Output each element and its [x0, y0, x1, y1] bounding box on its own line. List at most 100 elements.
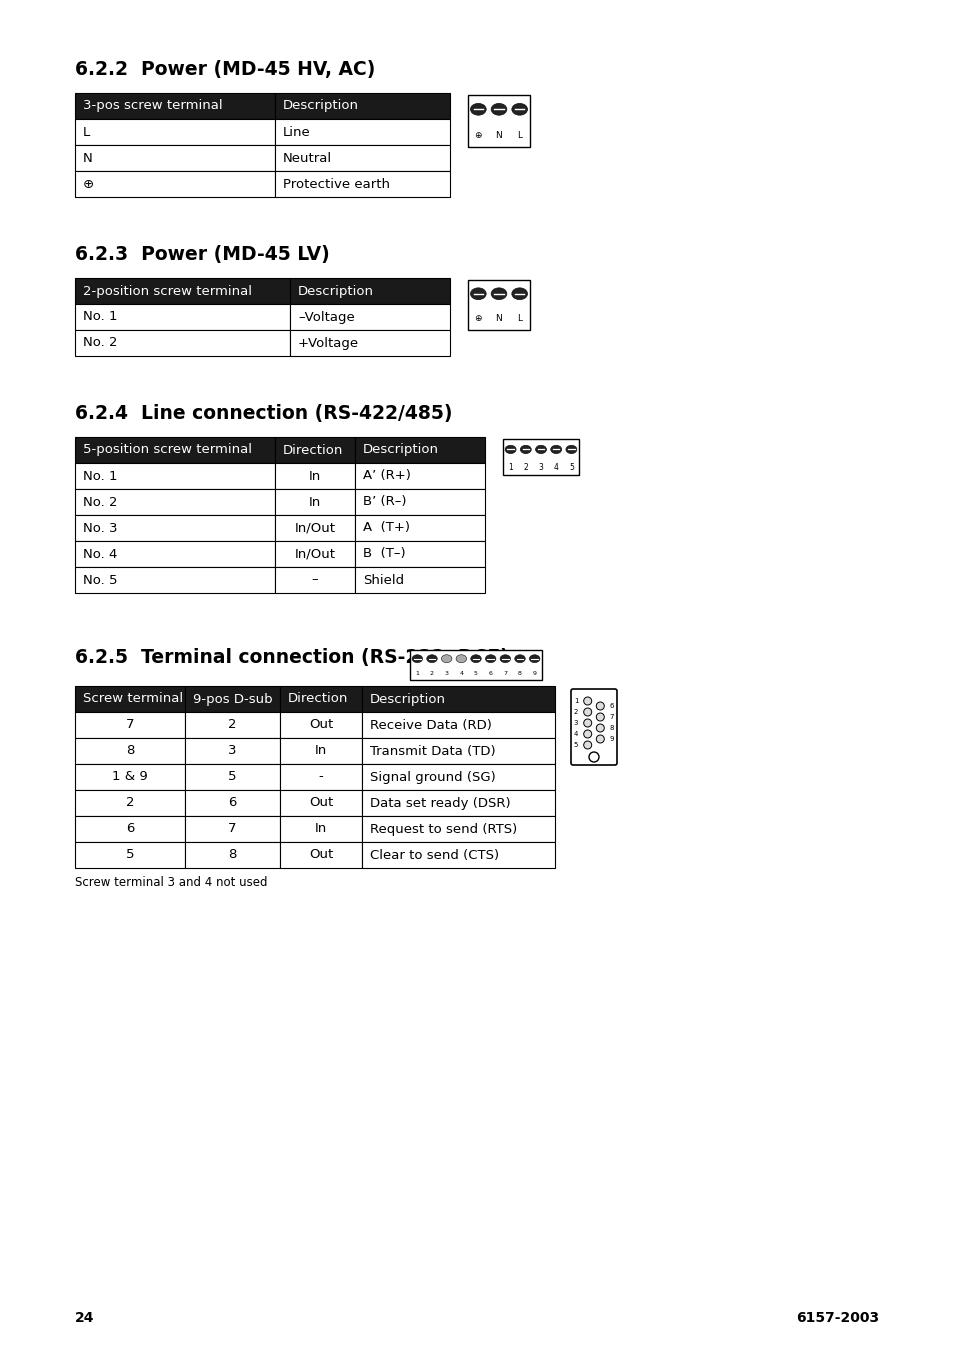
Bar [75, 567, 274, 593]
Bar [75, 764, 185, 789]
Bar [274, 93, 450, 119]
Text: Protective earth: Protective earth [283, 177, 390, 191]
Text: 2: 2 [126, 796, 134, 810]
Text: ⊕: ⊕ [83, 177, 94, 191]
Text: 4: 4 [458, 672, 463, 676]
Text: Description: Description [297, 284, 374, 298]
Text: 6.2.2  Power (MD-45 HV, AC): 6.2.2 Power (MD-45 HV, AC) [75, 60, 375, 79]
Circle shape [588, 751, 598, 762]
Circle shape [596, 735, 603, 743]
Ellipse shape [519, 445, 531, 454]
Text: Transmit Data (TD): Transmit Data (TD) [370, 745, 496, 757]
Text: 7: 7 [126, 719, 134, 731]
Bar [75, 330, 290, 356]
Bar [361, 738, 555, 764]
Text: 9: 9 [532, 672, 537, 676]
Text: 1: 1 [508, 463, 513, 473]
Bar [274, 145, 450, 171]
Bar [185, 712, 280, 738]
Text: In/Out: In/Out [294, 547, 335, 561]
Ellipse shape [485, 655, 496, 662]
Text: 3: 3 [538, 463, 543, 473]
Bar [361, 789, 555, 816]
Text: 3-pos screw terminal: 3-pos screw terminal [83, 99, 222, 112]
Bar [355, 542, 484, 567]
Bar [75, 463, 274, 489]
Bar [75, 712, 185, 738]
Text: N: N [496, 314, 502, 324]
Text: 4: 4 [553, 463, 558, 473]
Text: 4: 4 [573, 731, 578, 737]
Text: 6: 6 [488, 672, 492, 676]
Text: Data set ready (DSR): Data set ready (DSR) [370, 796, 510, 810]
Text: In: In [309, 470, 321, 482]
Text: 6.2.3  Power (MD-45 LV): 6.2.3 Power (MD-45 LV) [75, 245, 330, 264]
Circle shape [596, 724, 603, 733]
Bar [75, 171, 274, 196]
Bar [280, 764, 361, 789]
Text: –Voltage: –Voltage [297, 310, 355, 324]
Bar [75, 738, 185, 764]
Ellipse shape [511, 288, 527, 299]
Text: 7: 7 [609, 714, 614, 720]
Ellipse shape [470, 655, 480, 662]
Text: 2: 2 [228, 719, 236, 731]
Bar [361, 816, 555, 842]
Text: Screw terminal 3 and 4 not used: Screw terminal 3 and 4 not used [75, 876, 267, 890]
Ellipse shape [491, 103, 506, 115]
Circle shape [583, 719, 591, 727]
Bar [75, 437, 274, 463]
Bar [185, 816, 280, 842]
Circle shape [583, 730, 591, 738]
Text: Clear to send (CTS): Clear to send (CTS) [370, 849, 498, 861]
Bar [75, 278, 290, 305]
Text: No. 2: No. 2 [83, 496, 117, 509]
Text: 1: 1 [573, 699, 578, 704]
Ellipse shape [515, 655, 525, 662]
Text: No. 3: No. 3 [83, 521, 117, 535]
Text: No. 1: No. 1 [83, 310, 117, 324]
Text: ⊕: ⊕ [474, 314, 481, 324]
Bar [502, 439, 578, 475]
Text: 9-pos D-sub: 9-pos D-sub [193, 692, 273, 705]
Text: Out: Out [309, 719, 333, 731]
Ellipse shape [504, 445, 516, 454]
Text: No. 5: No. 5 [83, 574, 117, 586]
Text: 1: 1 [415, 672, 418, 676]
Text: 2: 2 [523, 463, 528, 473]
Text: No. 2: No. 2 [83, 337, 117, 349]
Text: 6.2.4  Line connection (RS-422/485): 6.2.4 Line connection (RS-422/485) [75, 403, 452, 422]
Text: 8: 8 [517, 672, 521, 676]
Text: L: L [517, 314, 521, 324]
Text: Shield: Shield [363, 574, 404, 586]
Bar [75, 305, 290, 330]
Text: +Voltage: +Voltage [297, 337, 358, 349]
Text: 6157-2003: 6157-2003 [795, 1311, 878, 1326]
Text: -: - [318, 770, 323, 784]
Text: Out: Out [309, 849, 333, 861]
Bar [280, 738, 361, 764]
Text: 6.2.5  Terminal connection (RS-232, DCE): 6.2.5 Terminal connection (RS-232, DCE) [75, 649, 508, 668]
Bar [280, 686, 361, 712]
Text: In: In [314, 822, 327, 835]
Text: No. 4: No. 4 [83, 547, 117, 561]
Bar [280, 842, 361, 868]
Bar [280, 789, 361, 816]
Bar [355, 515, 484, 542]
Text: 8: 8 [228, 849, 236, 861]
Ellipse shape [529, 655, 539, 662]
Text: 7: 7 [503, 672, 507, 676]
Bar [280, 712, 361, 738]
Bar [75, 789, 185, 816]
Bar [274, 489, 355, 515]
Bar [361, 712, 555, 738]
Bar [468, 280, 530, 330]
FancyBboxPatch shape [571, 689, 617, 765]
Text: N: N [83, 152, 92, 164]
Text: 7: 7 [228, 822, 236, 835]
Ellipse shape [470, 103, 486, 115]
Bar [290, 305, 450, 330]
Bar [361, 842, 555, 868]
Text: 5-position screw terminal: 5-position screw terminal [83, 444, 252, 456]
Bar [410, 650, 541, 680]
